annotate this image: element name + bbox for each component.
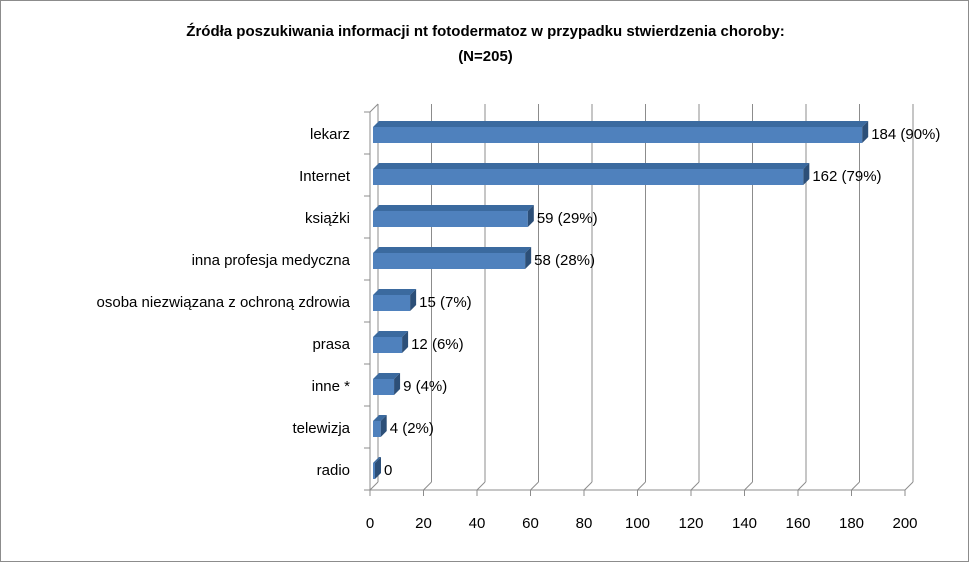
category-label-0: lekarz bbox=[310, 126, 350, 143]
category-label-5: prasa bbox=[312, 336, 350, 353]
data-label-1: 162 (79%) bbox=[812, 168, 881, 185]
chart-title-line: Źródła poszukiwania informacji nt fotode… bbox=[186, 23, 785, 40]
data-label-8: 0 bbox=[384, 462, 392, 479]
bar-side-6 bbox=[394, 373, 401, 395]
data-label-2: 59 (29%) bbox=[537, 210, 598, 227]
category-label-3: inna profesja medyczna bbox=[192, 252, 351, 269]
x-tick-label-4: 80 bbox=[576, 515, 593, 532]
bar-0 bbox=[373, 127, 863, 143]
bar-2 bbox=[373, 211, 528, 227]
category-label-8: radio bbox=[317, 462, 350, 479]
bar-6 bbox=[373, 379, 395, 395]
x-tick-label-8: 160 bbox=[785, 515, 810, 532]
data-label-5: 12 (6%) bbox=[411, 336, 464, 353]
bar-top-6 bbox=[373, 373, 401, 379]
bar-side-0 bbox=[862, 121, 869, 143]
category-label-6: inne * bbox=[312, 378, 351, 395]
bar-top-5 bbox=[373, 331, 409, 337]
gridline-floor-2 bbox=[476, 481, 486, 491]
bar-top-8 bbox=[373, 457, 381, 463]
x-tick-label-6: 120 bbox=[678, 515, 703, 532]
bar-side-1 bbox=[803, 163, 810, 185]
gridline-floor-6 bbox=[690, 481, 700, 491]
x-tick-label-10: 200 bbox=[892, 515, 917, 532]
x-tick-label-2: 40 bbox=[469, 515, 486, 532]
x-tick-label-3: 60 bbox=[522, 515, 539, 532]
bar-top-1 bbox=[373, 163, 810, 169]
gridline-floor-5 bbox=[637, 481, 646, 491]
bar-side-2 bbox=[527, 205, 534, 227]
bar-top-7 bbox=[373, 415, 387, 421]
bar-top-0 bbox=[373, 121, 869, 127]
bar-1 bbox=[373, 169, 804, 185]
bar-side-5 bbox=[402, 331, 409, 353]
x-tick-label-7: 140 bbox=[732, 515, 757, 532]
bar-5 bbox=[373, 337, 403, 353]
category-label-7: telewizja bbox=[292, 420, 350, 437]
data-label-4: 15 (7%) bbox=[419, 294, 472, 311]
gridline-floor-7 bbox=[744, 481, 753, 491]
y-axis-top-edge bbox=[369, 103, 379, 113]
category-label-2: książki bbox=[305, 210, 350, 227]
x-tick-label-1: 20 bbox=[415, 515, 432, 532]
bar-side-3 bbox=[525, 247, 532, 269]
bar-top-3 bbox=[373, 247, 532, 253]
gridline-floor-1 bbox=[423, 481, 432, 491]
data-label-0: 184 (90%) bbox=[871, 126, 940, 143]
x-tick-label-9: 180 bbox=[839, 515, 864, 532]
gridline-floor-0 bbox=[369, 481, 379, 491]
category-label-4: osoba niezwiązana z ochroną zdrowia bbox=[97, 294, 351, 311]
bar-4 bbox=[373, 295, 411, 311]
bar-side-4 bbox=[410, 289, 417, 311]
gridline-floor-4 bbox=[583, 481, 593, 491]
bar-side-8 bbox=[375, 457, 381, 479]
bar-8 bbox=[373, 463, 375, 479]
bar-top-2 bbox=[373, 205, 534, 211]
chart-title: Źródła poszukiwania informacji nt fotode… bbox=[1, 19, 969, 69]
x-tick-label-0: 0 bbox=[366, 515, 374, 532]
data-label-6: 9 (4%) bbox=[403, 378, 447, 395]
gridline-floor-3 bbox=[530, 481, 539, 491]
chart-subtitle: (N=205) bbox=[458, 48, 513, 65]
gridline-floor-9 bbox=[851, 481, 860, 491]
bar-side-7 bbox=[380, 415, 387, 437]
data-label-3: 58 (28%) bbox=[534, 252, 595, 269]
bar-3 bbox=[373, 253, 526, 269]
bar-7 bbox=[373, 421, 381, 437]
category-label-1: Internet bbox=[299, 168, 351, 185]
gridline-floor-10 bbox=[904, 481, 914, 491]
x-tick-label-5: 100 bbox=[625, 515, 650, 532]
bar-top-4 bbox=[373, 289, 417, 295]
data-label-7: 4 (2%) bbox=[390, 420, 434, 437]
gridline-floor-8 bbox=[797, 481, 807, 491]
